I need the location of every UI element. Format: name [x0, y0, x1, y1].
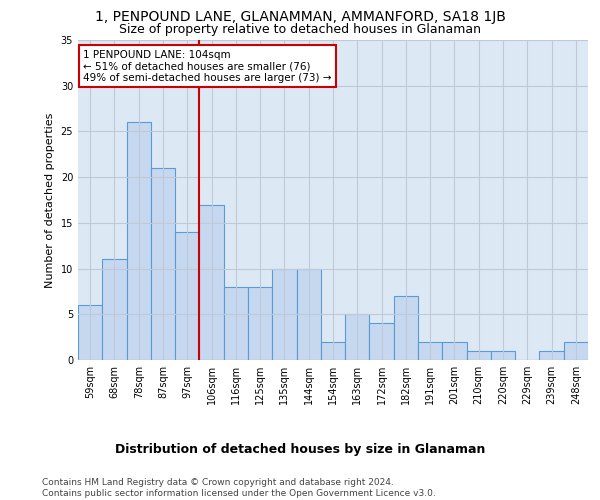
Bar: [370, 324, 394, 360]
Text: Contains HM Land Registry data © Crown copyright and database right 2024.
Contai: Contains HM Land Registry data © Crown c…: [42, 478, 436, 498]
Bar: [175, 232, 199, 360]
Text: 1, PENPOUND LANE, GLANAMMAN, AMMANFORD, SA18 1JB: 1, PENPOUND LANE, GLANAMMAN, AMMANFORD, …: [95, 10, 505, 24]
Bar: [442, 342, 467, 360]
Bar: [151, 168, 175, 360]
Bar: [564, 342, 588, 360]
Bar: [394, 296, 418, 360]
Y-axis label: Number of detached properties: Number of detached properties: [45, 112, 55, 288]
Bar: [491, 351, 515, 360]
Bar: [418, 342, 442, 360]
Bar: [345, 314, 370, 360]
Text: Distribution of detached houses by size in Glanaman: Distribution of detached houses by size …: [115, 442, 485, 456]
Bar: [224, 287, 248, 360]
Bar: [199, 204, 224, 360]
Bar: [102, 260, 127, 360]
Bar: [272, 268, 296, 360]
Bar: [539, 351, 564, 360]
Text: 1 PENPOUND LANE: 104sqm
← 51% of detached houses are smaller (76)
49% of semi-de: 1 PENPOUND LANE: 104sqm ← 51% of detache…: [83, 50, 332, 83]
Text: Size of property relative to detached houses in Glanaman: Size of property relative to detached ho…: [119, 22, 481, 36]
Bar: [78, 305, 102, 360]
Bar: [127, 122, 151, 360]
Bar: [467, 351, 491, 360]
Bar: [321, 342, 345, 360]
Bar: [248, 287, 272, 360]
Bar: [296, 268, 321, 360]
